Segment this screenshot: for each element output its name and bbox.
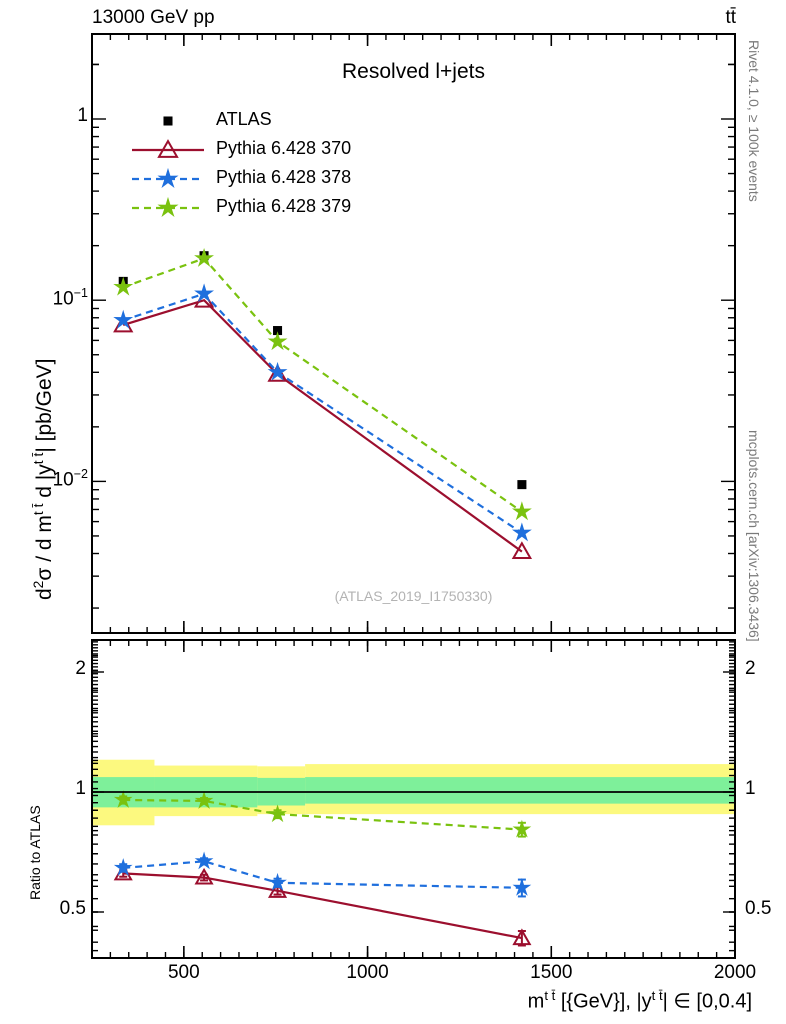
x-tick-label: 1500	[530, 962, 573, 983]
main-y-tick-label: 10−2	[52, 467, 88, 491]
legend-item-label: Pythia 6.428 370	[216, 138, 352, 158]
legend-marker-star-icon	[132, 167, 204, 188]
ratio-y-tick-label-left: 2	[75, 658, 86, 679]
page-title: Resolved l+jets	[342, 60, 485, 83]
legend-marker-star-icon	[132, 196, 204, 217]
main-plot-panel: 1 10−1 10−2	[52, 33, 736, 634]
legend-marker-triangle-icon	[132, 139, 204, 158]
legend-item-label: ATLAS	[216, 109, 272, 129]
header-process-label: tt̄	[725, 7, 736, 28]
x-axis-label: mt t̄ [{GeV}], |yt t̄| ∈ [0,0.4]	[527, 988, 752, 1013]
x-tick-label: 2000	[713, 962, 757, 983]
legend-item-label: Pythia 6.428 379	[216, 196, 352, 216]
legend-marker-square-icon	[163, 116, 173, 126]
ratio-y-tick-label-right: 2	[745, 658, 756, 679]
ratio-y-tick-label-right: 1	[745, 778, 756, 799]
legend-item-label: Pythia 6.428 378	[216, 167, 352, 187]
header-beam-label: 13000 GeV pp	[92, 7, 215, 28]
main-y-tick-label: 1	[77, 105, 88, 126]
ratio-y-tick-label-left: 1	[75, 778, 86, 799]
legend: ATLAS Pythia 6.428 370 Pythia 6.428 378 Pyt…	[128, 108, 458, 224]
legend-item[interactable]: Pythia 6.428 370	[128, 137, 458, 163]
ratio-y-tick-label-right: 0.5	[745, 898, 772, 919]
legend-item[interactable]: ATLAS	[128, 108, 458, 134]
ratio-plot-panel: 2 2 1 1 0.5 0.5 500 1000 1500 2000	[59, 639, 772, 983]
x-tick-label: 1000	[346, 962, 389, 983]
legend-item[interactable]: Pythia 6.428 378	[128, 166, 458, 192]
legend-item[interactable]: Pythia 6.428 379	[128, 195, 458, 221]
x-tick-label: 500	[167, 962, 200, 983]
main-y-tick-label: 10−1	[52, 286, 88, 310]
analysis-id-watermark: (ATLAS_2019_I1750330)	[334, 588, 493, 604]
ratio-y-tick-label-left: 0.5	[59, 898, 86, 919]
